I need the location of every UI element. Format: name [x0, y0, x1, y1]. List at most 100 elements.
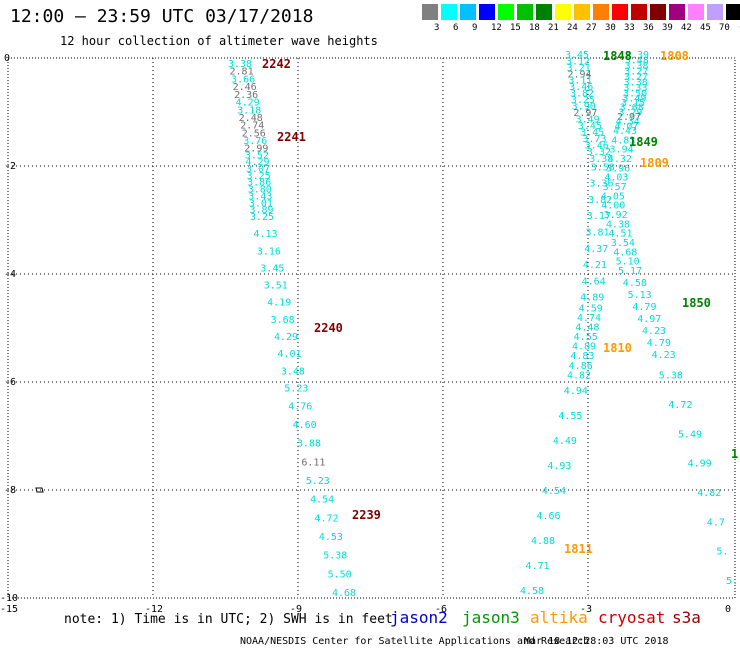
- wave-height-value: 3.81: [586, 228, 610, 239]
- legend-label: 30: [605, 23, 616, 33]
- wave-height-value: 5.38: [323, 551, 347, 562]
- wave-height-value: 5.23: [284, 383, 308, 394]
- satellite-cryosat: cryosat: [598, 608, 666, 627]
- y-tick-label: -2: [4, 161, 16, 172]
- wave-height-value: 3.39: [625, 50, 649, 61]
- x-tick-label: 0: [725, 604, 731, 615]
- wave-height-value: 4.83: [570, 351, 594, 362]
- legend-label: 15: [510, 23, 521, 33]
- wave-height-value: 3.33: [623, 83, 647, 94]
- wave-height-value: 4.19: [267, 298, 291, 309]
- wave-height-value: 2.56: [242, 128, 266, 139]
- wave-height-value: 3.49: [576, 114, 600, 125]
- wave-height-value: 4.60: [293, 420, 317, 431]
- pass-time-label: 1808: [660, 49, 689, 63]
- pass-time-label: 2239: [352, 508, 381, 522]
- y-tick-label: -8: [4, 485, 16, 496]
- wave-height-value: 4.93: [547, 461, 571, 472]
- wave-height-value: 4.99: [688, 459, 712, 470]
- x-tick-label: -9: [290, 604, 302, 615]
- wave-height-value: 3.88: [297, 439, 321, 450]
- legend-label: 42: [681, 23, 692, 33]
- page-title: 12:00 – 23:59 UTC 03/17/2018: [10, 6, 314, 27]
- wave-height-value: 4.00: [601, 201, 625, 212]
- wave-height-value: 4.83: [611, 135, 635, 146]
- wave-height-value: 3.73: [582, 134, 606, 145]
- legend-swatch: [422, 4, 438, 20]
- wave-height-value: 4.43: [613, 126, 637, 137]
- wave-height-value: 4.29: [245, 157, 269, 168]
- x-tick-label: -12: [145, 604, 163, 615]
- wave-height-value: 4.01: [277, 349, 301, 360]
- wave-height-value: 3.96: [606, 163, 630, 174]
- wave-height-value: 3.15: [621, 98, 645, 109]
- wave-height-value: 4.7: [707, 517, 725, 528]
- legend-swatch: [612, 4, 628, 20]
- wave-height-value: 4.23: [652, 350, 676, 361]
- wave-height-value: 3.92: [604, 210, 628, 221]
- pass-time-label: 2242: [262, 57, 291, 71]
- coastline-mark: [35, 487, 44, 493]
- legend-label: 70: [719, 23, 730, 33]
- wave-height-value: 4.68: [332, 588, 356, 599]
- wave-height-value: 2.99: [244, 143, 268, 154]
- wave-height-value: 4.58: [623, 278, 647, 289]
- wave-height-value: 4.68: [613, 247, 637, 258]
- wave-height-value: 3.38: [589, 154, 613, 165]
- wave-height-value: 3.89: [249, 205, 273, 216]
- pass-time-label: 1810: [603, 341, 632, 355]
- wave-height-value: 4.37: [584, 244, 608, 255]
- wave-height-value: 3.07: [246, 164, 270, 175]
- wave-height-value: 3.38: [624, 61, 648, 72]
- wave-height-value: 4.74: [577, 313, 601, 324]
- wave-height-value: 4.13: [253, 229, 277, 240]
- wave-height-value: 3.25: [571, 95, 595, 106]
- legend-swatch: [726, 4, 740, 20]
- wave-height-value: 4.05: [601, 191, 625, 202]
- wave-height-value: 4.58: [520, 586, 544, 597]
- wave-height-value: 2.94: [568, 69, 592, 80]
- wave-height-value: 4.29: [236, 98, 260, 109]
- wave-height-value: 4.48: [575, 323, 599, 334]
- wave-height-value: 3.25: [250, 212, 274, 223]
- wave-height-value: 3.18: [237, 105, 261, 116]
- legend-label: 3: [434, 23, 440, 33]
- wave-height-value: 4.82: [567, 370, 591, 381]
- pass-time-label: 1.: [731, 447, 740, 461]
- wave-height-value: 3.27: [624, 72, 648, 83]
- legend-swatch: [555, 4, 571, 20]
- legend-swatch: [707, 4, 723, 20]
- y-tick-label: 0: [4, 53, 10, 64]
- page-subtitle: 12 hour collection of altimeter wave hei…: [60, 34, 378, 48]
- wave-height-value: 5.: [726, 576, 738, 587]
- wave-height-value: 3.46: [585, 141, 609, 152]
- wave-height-value: 4.97: [637, 314, 661, 325]
- wave-height-value: 2.48: [239, 113, 263, 124]
- legend-swatch: [517, 4, 533, 20]
- wave-height-value: 3.80: [248, 185, 272, 196]
- wave-height-value: 4.54: [542, 486, 566, 497]
- legend-label: 27: [586, 23, 597, 33]
- wave-height-value: 4.72: [668, 400, 692, 411]
- wave-height-value: 4.49: [553, 436, 577, 447]
- wave-height-value: 3.43: [248, 191, 272, 202]
- wave-height-value: 3.51: [264, 281, 288, 292]
- satellite-altika: altika: [530, 608, 588, 627]
- wave-height-value: 4.54: [310, 495, 334, 506]
- x-tick-label: -3: [580, 604, 592, 615]
- wave-height-value: 3.48: [625, 55, 649, 66]
- wave-height-value: 2.97: [617, 112, 641, 123]
- wave-height-value: 4.51: [608, 229, 632, 240]
- wave-height-value: 3.27: [624, 66, 648, 77]
- wave-height-value: 2.74: [240, 121, 264, 132]
- pass-time-label: 1849: [629, 135, 658, 149]
- wave-height-value: 3.17: [587, 211, 611, 222]
- wave-height-value: 3.16: [257, 246, 281, 257]
- wave-height-value: 3.94: [610, 145, 634, 156]
- wave-height-value: 3.38: [624, 77, 648, 88]
- wave-height-value: 3.32: [587, 147, 611, 158]
- wave-height-value: 3.57: [603, 182, 627, 193]
- wave-height-value: 3.11: [568, 76, 592, 87]
